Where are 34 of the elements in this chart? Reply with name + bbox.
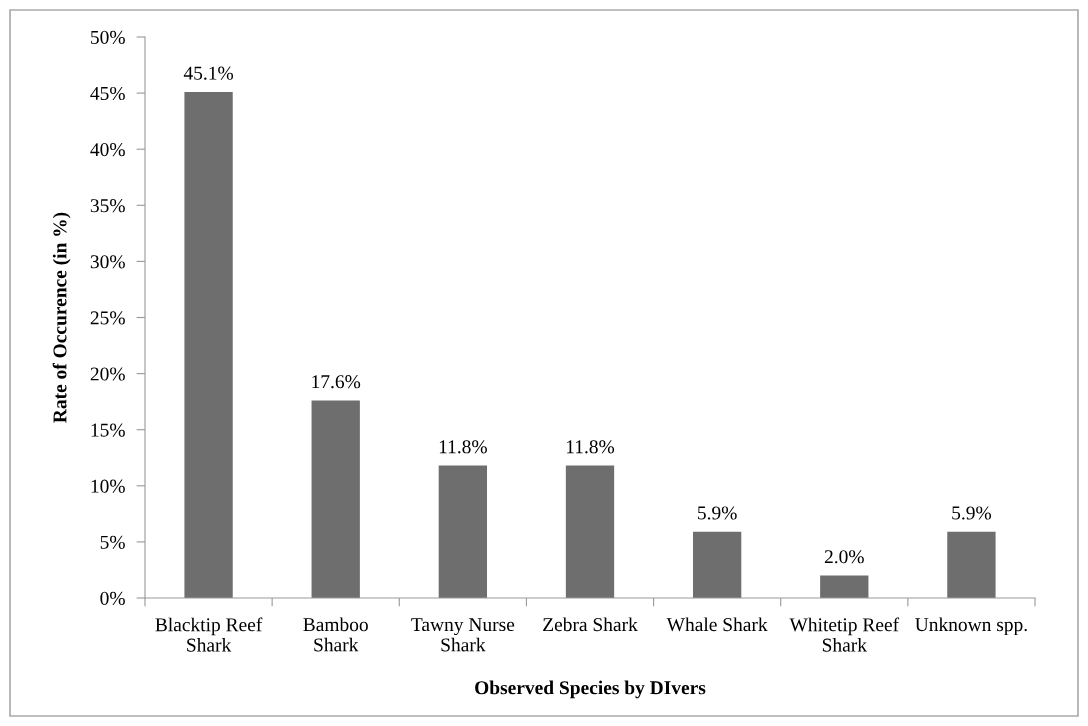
y-tick-label: 50%: [91, 30, 125, 44]
x-tick-label: Zebra Shark: [543, 617, 638, 632]
bar: [565, 465, 615, 598]
bar: [184, 91, 233, 598]
data-label: 17.6%: [312, 375, 361, 389]
x-tick-label: Whitetip Reef Shark: [789, 617, 900, 652]
x-tick-label: Unknown spp.: [915, 617, 1027, 636]
y-tick-label: 35%: [90, 199, 125, 213]
bar: [820, 575, 869, 598]
y-tick-label: 25%: [90, 311, 125, 325]
data-label: 45.1%: [183, 66, 234, 80]
x-tick-label: Tawny Nurse Shark: [411, 618, 515, 652]
x-tick-label: Blacktip Reef Shark: [155, 617, 263, 652]
x-axis-title: Observed Species by DIvers: [475, 680, 706, 699]
y-axis-title: Rate of Occurence (in %): [52, 212, 71, 423]
y-tick-label: 15%: [91, 423, 125, 437]
y-tick-label: 40%: [90, 143, 125, 157]
y-tick-label: 0%: [100, 591, 125, 605]
data-label: 11.8%: [566, 440, 615, 454]
bar: [438, 465, 488, 598]
x-tick-label: Bamboo Shark: [303, 617, 368, 652]
y-tick-label: 45%: [90, 86, 125, 101]
data-label: 5.9%: [698, 506, 737, 520]
data-label: 2.0%: [824, 550, 864, 564]
y-tick-label: 30%: [90, 255, 125, 269]
data-label: 5.9%: [952, 506, 992, 520]
x-tick-label: Whale Shark: [666, 617, 768, 632]
y-tick-label: 5%: [100, 535, 125, 549]
y-tick-label: 10%: [91, 479, 125, 493]
data-label: 11.8%: [439, 440, 487, 454]
bar: [947, 531, 996, 598]
bar: [311, 400, 360, 598]
y-tick-label: 20%: [90, 367, 125, 381]
bar: [692, 531, 742, 598]
